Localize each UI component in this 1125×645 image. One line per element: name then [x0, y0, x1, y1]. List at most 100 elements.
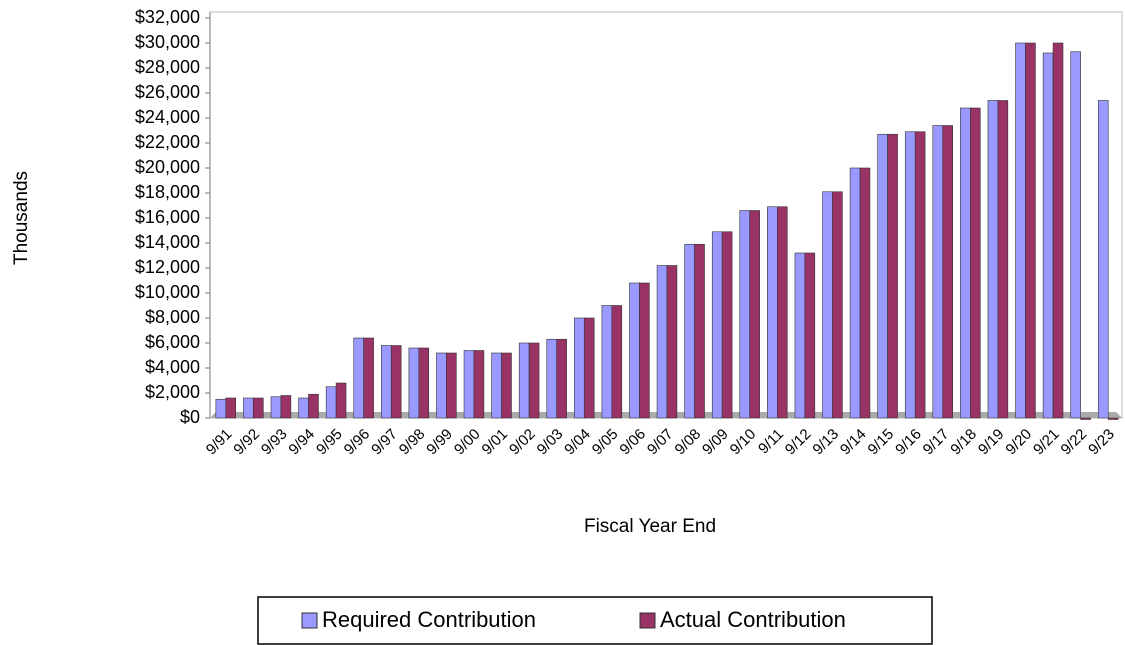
- x-tick-label: 9/91: [203, 426, 236, 459]
- bar: [932, 125, 944, 419]
- y-axis-title: Thousands: [11, 171, 32, 265]
- bar: [859, 167, 871, 419]
- x-tick-label: 9/02: [506, 426, 539, 459]
- bar: [518, 342, 530, 419]
- x-tick-label: 9/94: [285, 426, 318, 459]
- legend-swatch: [301, 612, 318, 629]
- bar: [556, 338, 567, 419]
- bar: [583, 317, 595, 419]
- x-tick-label: 9/06: [616, 426, 649, 459]
- y-tick-label: $2,000: [145, 382, 200, 402]
- y-tick-label: $8,000: [145, 307, 200, 327]
- bar: [381, 345, 392, 419]
- y-tick-label: $22,000: [135, 132, 200, 152]
- x-tick-label: 9/16: [892, 426, 925, 459]
- x-tick-label: 9/19: [975, 426, 1008, 459]
- legend-swatch: [639, 612, 656, 629]
- bar: [960, 107, 971, 419]
- x-tick-label: 9/04: [561, 426, 594, 459]
- legend: [257, 596, 933, 645]
- bar: [501, 352, 512, 419]
- bar: [777, 206, 788, 419]
- x-tick-label: 9/13: [809, 426, 842, 459]
- x-tick-label: 9/07: [644, 426, 677, 459]
- bar: [546, 338, 557, 419]
- bar: [739, 210, 751, 419]
- legend-label: Required Contribution: [322, 607, 536, 632]
- bar: [694, 243, 705, 419]
- bar: [904, 131, 916, 419]
- bar: [749, 210, 760, 419]
- bar: [639, 282, 650, 419]
- bar: [794, 252, 806, 419]
- bar: [280, 395, 292, 419]
- bar: [711, 231, 723, 419]
- bar: [942, 125, 953, 419]
- bar: [1107, 417, 1119, 420]
- bar: [308, 393, 319, 419]
- bar: [225, 397, 237, 419]
- bar: [611, 305, 623, 419]
- y-tick-label: $0: [180, 407, 200, 427]
- x-tick-label: 9/99: [423, 426, 456, 459]
- bar: [1015, 42, 1026, 419]
- bar: [822, 191, 833, 419]
- x-axis-title: Fiscal Year End: [584, 516, 716, 537]
- x-tick-label: 9/95: [313, 426, 346, 459]
- bar: [1052, 42, 1064, 419]
- y-tick-label: $32,000: [135, 7, 200, 27]
- x-tick-label: 9/08: [672, 426, 705, 459]
- bar: [666, 265, 678, 419]
- x-tick-label: 9/93: [258, 426, 291, 459]
- bar: [335, 382, 347, 419]
- x-tick-label: 9/20: [1002, 426, 1035, 459]
- y-tick-label: $16,000: [135, 207, 200, 227]
- bar: [656, 265, 668, 419]
- y-tick-label: $20,000: [135, 157, 200, 177]
- y-tick-label: $12,000: [135, 257, 200, 277]
- bar: [363, 337, 374, 419]
- bar: [1025, 42, 1036, 419]
- x-tick-label: 9/10: [727, 426, 760, 459]
- bar: [463, 350, 475, 419]
- bar: [1042, 52, 1054, 419]
- bar: [325, 386, 337, 419]
- bar: [1080, 417, 1091, 420]
- x-tick-label: 9/23: [1085, 426, 1118, 459]
- x-tick-label: 9/17: [920, 426, 953, 459]
- x-tick-label: 9/05: [589, 426, 622, 459]
- x-tick-label: 9/03: [534, 426, 567, 459]
- bar: [804, 252, 816, 419]
- y-tick-label: $6,000: [145, 332, 200, 352]
- y-tick-label: $30,000: [135, 32, 200, 52]
- x-tick-label: 9/98: [396, 426, 429, 459]
- bar: [243, 397, 254, 419]
- bar: [832, 191, 843, 419]
- bar: [629, 282, 640, 419]
- bar: [1097, 100, 1109, 419]
- bar: [887, 133, 898, 419]
- bar: [721, 231, 733, 419]
- x-tick-label: 9/11: [755, 426, 787, 458]
- bar: [436, 352, 447, 419]
- bar: [849, 167, 861, 419]
- bar: [574, 317, 585, 419]
- bar: [390, 345, 402, 419]
- bar: [418, 347, 430, 419]
- x-tick-label: 9/12: [782, 426, 815, 459]
- x-tick-label: 9/22: [1058, 426, 1091, 459]
- x-tick-label: 9/09: [699, 426, 732, 459]
- bar: [601, 305, 613, 419]
- x-tick-label: 9/96: [341, 426, 374, 459]
- bar: [997, 100, 1009, 419]
- y-tick-label: $18,000: [135, 182, 200, 202]
- x-tick-label: 9/97: [368, 426, 401, 459]
- bar: [270, 396, 282, 419]
- y-tick-label: $26,000: [135, 82, 200, 102]
- x-tick-label: 9/15: [865, 426, 898, 459]
- x-tick-label: 9/21: [1030, 426, 1063, 459]
- bar: [1070, 51, 1081, 419]
- bar: [767, 206, 778, 419]
- bar: [970, 107, 981, 419]
